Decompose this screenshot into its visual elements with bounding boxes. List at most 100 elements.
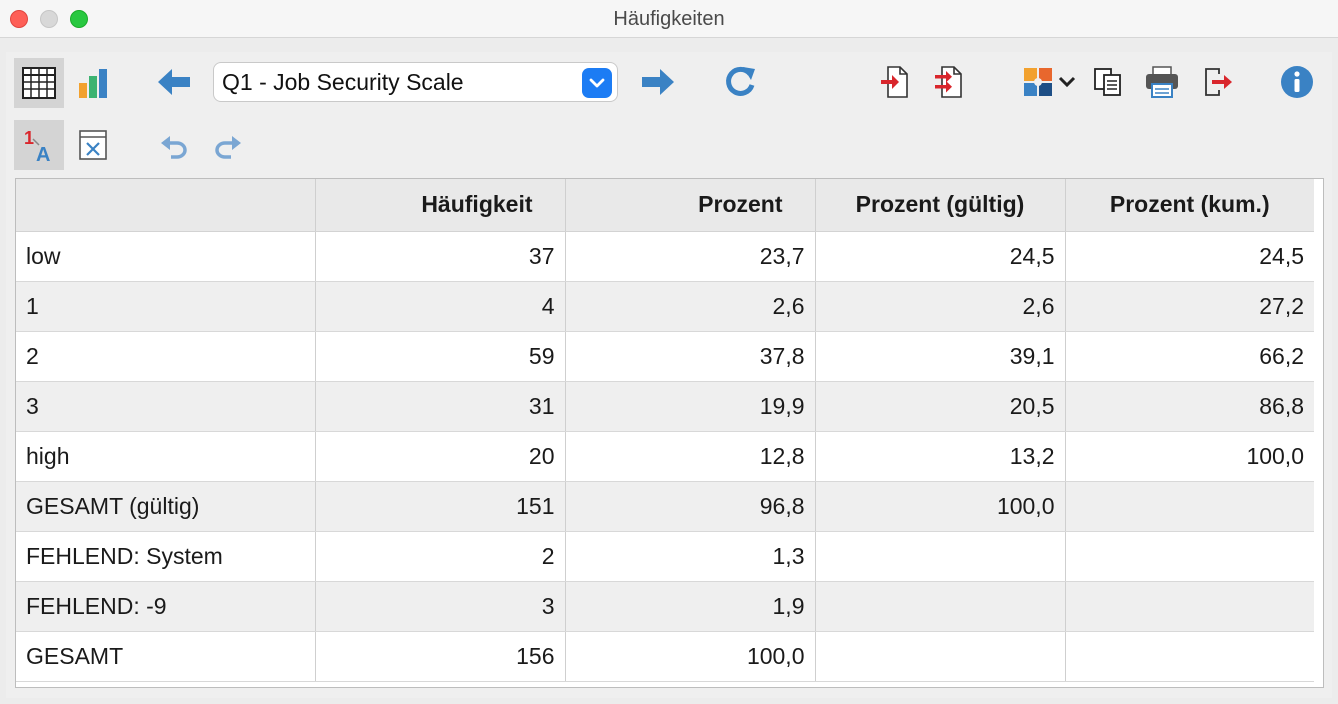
table-row[interactable]: low 37 23,7 24,5 24,5 — [16, 231, 1314, 282]
value-labels-button[interactable]: 1 A — [14, 120, 64, 170]
value-cell — [815, 531, 1066, 582]
value-cell: 39,1 — [815, 331, 1066, 382]
chevron-down-icon — [589, 78, 605, 88]
value-cell: 2,6 — [565, 281, 816, 332]
value-cell: 1,9 — [565, 581, 816, 632]
value-cell — [815, 631, 1066, 682]
value-cell: 27,2 — [1065, 281, 1314, 332]
row-label-cell: GESAMT — [16, 631, 316, 682]
export-button[interactable] — [874, 62, 914, 102]
maximize-window-button[interactable] — [70, 10, 88, 28]
value-cell: 19,9 — [565, 381, 816, 432]
frequency-table-grid: Häufigkeit Prozent Prozent (gültig) Proz… — [16, 179, 1314, 682]
minimize-window-button[interactable] — [40, 10, 58, 28]
value-cell — [1065, 531, 1314, 582]
table-view-button[interactable] — [14, 58, 64, 108]
table-row[interactable]: FEHLEND: System 2 1,3 — [16, 531, 1314, 582]
close-window-button[interactable] — [10, 10, 28, 28]
arrow-right-icon — [642, 69, 674, 95]
variable-select[interactable]: Q1 - Job Security Scale — [213, 62, 618, 102]
table-row[interactable]: GESAMT (gültig) 151 96,8 100,0 — [16, 481, 1314, 532]
value-cell: 20,5 — [815, 381, 1066, 432]
copy-icon — [1094, 68, 1121, 96]
refresh-icon — [726, 66, 755, 96]
value-cell: 156 — [315, 631, 566, 682]
refresh-button[interactable] — [718, 62, 762, 102]
value-cell: 1,3 — [565, 531, 816, 582]
variable-select-value: Q1 - Job Security Scale — [222, 68, 464, 95]
value-cell: 100,0 — [815, 481, 1066, 532]
value-cell: 4 — [315, 281, 566, 332]
smart-publisher-button[interactable] — [1016, 62, 1082, 102]
row-label-cell: 3 — [16, 381, 316, 432]
value-cell: 12,8 — [565, 431, 816, 482]
export-all-icon — [935, 66, 962, 98]
chart-view-button[interactable] — [68, 58, 118, 108]
value-cell: 3 — [315, 581, 566, 632]
row-label-cell: GESAMT (gültig) — [16, 481, 316, 532]
bar-chart-icon — [79, 69, 107, 98]
next-variable-button[interactable] — [636, 62, 680, 102]
value-cell: 151 — [315, 481, 566, 532]
row-label-cell: low — [16, 231, 316, 282]
value-cell: 96,8 — [565, 481, 816, 532]
table-row[interactable]: high 20 12,8 13,2 100,0 — [16, 431, 1314, 482]
delete-table-icon — [79, 130, 107, 160]
info-icon — [1281, 66, 1313, 98]
chevron-down-icon — [1058, 76, 1076, 88]
undo-button[interactable] — [154, 128, 194, 164]
table-row[interactable]: 1 4 2,6 2,6 27,2 — [16, 281, 1314, 332]
value-cell — [1065, 581, 1314, 632]
arrow-left-icon — [158, 69, 190, 95]
header-percent-valid[interactable]: Prozent (gültig) — [815, 179, 1066, 232]
table-row[interactable]: GESAMT 156 100,0 — [16, 631, 1314, 682]
redo-button[interactable] — [208, 128, 248, 164]
title-bar: Häufigkeiten — [0, 0, 1338, 38]
smart-publisher-icon — [1024, 68, 1052, 96]
exit-icon — [1205, 68, 1232, 96]
row-label-cell: high — [16, 431, 316, 482]
value-cell: 2,6 — [815, 281, 1066, 332]
exit-button[interactable] — [1198, 62, 1238, 102]
value-cell: 100,0 — [1065, 431, 1314, 482]
print-icon — [1146, 66, 1178, 98]
value-cell: 100,0 — [565, 631, 816, 682]
value-cell: 86,8 — [1065, 381, 1314, 432]
value-cell — [815, 581, 1066, 632]
value-labels-icon: 1 A — [24, 128, 50, 163]
header-percent[interactable]: Prozent — [565, 179, 816, 232]
value-cell: 24,5 — [815, 231, 1066, 282]
redo-icon — [215, 136, 241, 159]
print-button[interactable] — [1140, 62, 1184, 102]
header-percent-cumulative[interactable]: Prozent (kum.) — [1065, 179, 1314, 232]
export-all-button[interactable] — [928, 62, 968, 102]
value-cell — [1065, 481, 1314, 532]
header-label — [16, 179, 316, 232]
table-row[interactable]: 2 59 37,8 39,1 66,2 — [16, 331, 1314, 382]
previous-variable-button[interactable] — [152, 62, 196, 102]
variable-select-chevron[interactable] — [582, 68, 612, 98]
svg-text:A: A — [36, 144, 50, 163]
copy-button[interactable] — [1088, 62, 1128, 102]
row-label-cell: FEHLEND: System — [16, 531, 316, 582]
table-row[interactable]: 3 31 19,9 20,5 86,8 — [16, 381, 1314, 432]
delete-table-button[interactable] — [68, 120, 118, 170]
value-cell: 59 — [315, 331, 566, 382]
value-cell: 37,8 — [565, 331, 816, 382]
value-cell: 13,2 — [815, 431, 1066, 482]
undo-icon — [161, 136, 187, 159]
table-row[interactable]: FEHLEND: -9 3 1,9 — [16, 581, 1314, 632]
value-cell: 20 — [315, 431, 566, 482]
info-button[interactable] — [1276, 62, 1318, 102]
value-cell: 24,5 — [1065, 231, 1314, 282]
frequency-table: Häufigkeit Prozent Prozent (gültig) Proz… — [15, 178, 1324, 688]
row-label-cell: FEHLEND: -9 — [16, 581, 316, 632]
header-frequency[interactable]: Häufigkeit — [315, 179, 566, 232]
export-icon — [881, 66, 908, 98]
value-cell: 66,2 — [1065, 331, 1314, 382]
window-title: Häufigkeiten — [613, 8, 725, 30]
svg-text:1: 1 — [24, 128, 34, 148]
value-cell: 31 — [315, 381, 566, 432]
value-cell: 23,7 — [565, 231, 816, 282]
